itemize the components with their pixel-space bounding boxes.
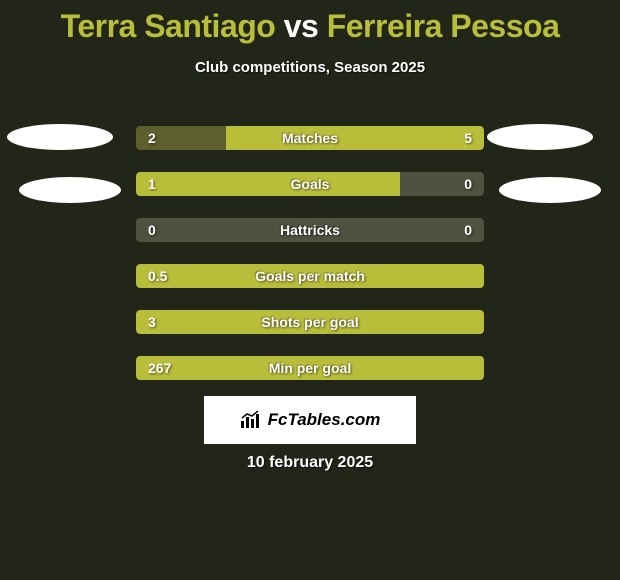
team-badge-right-1 [487, 124, 593, 150]
stat-label: Goals [136, 172, 484, 196]
stat-row: 00Hattricks [136, 218, 484, 242]
stat-row: 25Matches [136, 126, 484, 150]
stat-label: Goals per match [136, 264, 484, 288]
watermark: FcTables.com [204, 396, 416, 444]
stat-label: Matches [136, 126, 484, 150]
stat-row: 0.5Goals per match [136, 264, 484, 288]
stat-row: 267Min per goal [136, 356, 484, 380]
stat-label: Shots per goal [136, 310, 484, 334]
title-player1: Terra Santiago [61, 8, 276, 44]
subtitle: Club competitions, Season 2025 [0, 59, 620, 76]
stat-row: 10Goals [136, 172, 484, 196]
watermark-text: FcTables.com [268, 410, 381, 430]
team-badge-right-2 [499, 177, 601, 203]
team-badge-left-1 [7, 124, 113, 150]
footer-date: 10 february 2025 [0, 454, 620, 472]
page-title: Terra Santiago vs Ferreira Pessoa [0, 0, 620, 45]
chart-icon [240, 411, 262, 429]
stat-row: 3Shots per goal [136, 310, 484, 334]
stats-container: 25Matches 10Goals 00Hattricks 0.5Goals per … [136, 126, 484, 402]
title-vs: vs [284, 8, 319, 44]
team-badge-left-2 [19, 177, 121, 203]
stat-label: Hattricks [136, 218, 484, 242]
stat-label: Min per goal [136, 356, 484, 380]
title-player2: Ferreira Pessoa [327, 8, 560, 44]
